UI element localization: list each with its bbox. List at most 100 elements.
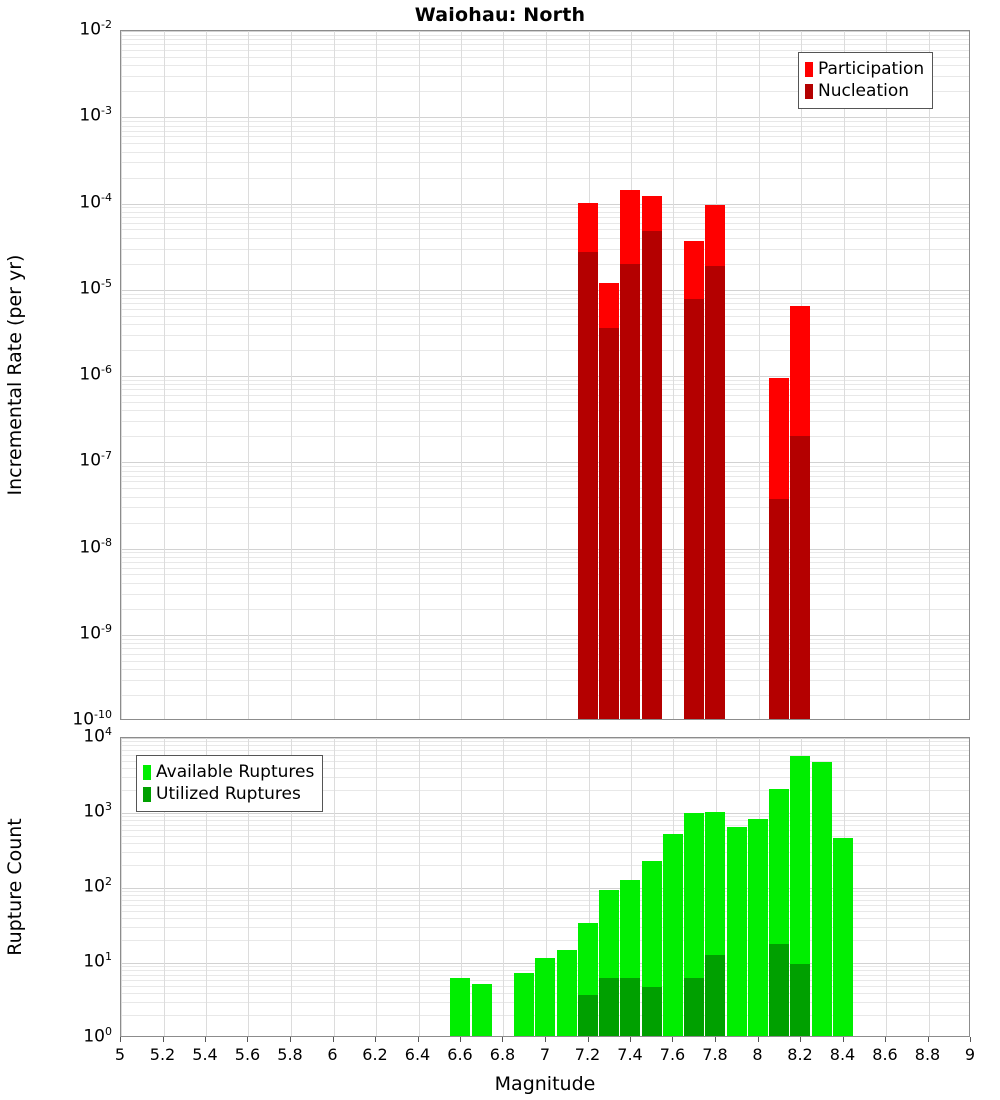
bar-available-ruptures-6.9 xyxy=(514,972,534,1036)
legend-label: Participation xyxy=(818,58,925,79)
x-tick-mark xyxy=(970,1037,971,1042)
bottom-y-axis-label: Rupture Count xyxy=(4,818,26,956)
x-tick-mark xyxy=(290,1037,291,1042)
bar-available-ruptures-7.1 xyxy=(557,950,577,1036)
bottom-legend: Available Ruptures Utilized Ruptures xyxy=(136,755,324,812)
y-tick-label: 10-8 xyxy=(79,535,112,558)
x-tick-label: 9 xyxy=(964,1045,976,1064)
legend-label: Nucleation xyxy=(818,80,910,101)
x-tick-mark xyxy=(672,1037,673,1042)
x-tick-label: 6 xyxy=(327,1045,338,1064)
bar-utilized-ruptures-7.5 xyxy=(642,987,662,1036)
x-tick-label: 7.8 xyxy=(702,1045,728,1064)
x-tick-label: 6.2 xyxy=(362,1045,388,1064)
y-tick-label: 103 xyxy=(83,800,112,822)
page-title: Waiohau: North xyxy=(414,4,586,26)
y-tick-label: 10-7 xyxy=(79,449,112,471)
y-tick-label: 10-5 xyxy=(79,276,112,299)
bar-nucleation-7.4 xyxy=(620,263,640,719)
y-tick-label: 10-6 xyxy=(79,363,112,385)
legend-item: Participation xyxy=(805,58,924,80)
y-tick-label: 102 xyxy=(83,875,112,897)
x-tick-mark xyxy=(247,1037,248,1042)
bar-utilized-ruptures-7.8 xyxy=(705,955,725,1036)
bar-nucleation-7.7 xyxy=(684,298,704,719)
incremental-rate-plot xyxy=(120,30,970,720)
top-legend: Participation Nucleation xyxy=(798,52,934,109)
x-tick-label: 7.6 xyxy=(659,1045,686,1064)
x-tick-label: 7.4 xyxy=(617,1045,643,1064)
bar-available-ruptures-6.6 xyxy=(450,977,470,1036)
x-tick-mark xyxy=(885,1037,886,1042)
bar-nucleation-7.3 xyxy=(599,328,619,719)
bar-utilized-ruptures-8.2 xyxy=(790,964,810,1036)
legend-item: Utilized Ruptures xyxy=(143,783,314,805)
bar-nucleation-8.2 xyxy=(790,436,810,719)
x-tick-mark xyxy=(630,1037,631,1042)
legend-swatch-icon xyxy=(143,786,151,802)
x-tick-label: 8.2 xyxy=(787,1045,813,1064)
y-tick-label: 10-2 xyxy=(79,18,112,40)
x-tick-mark xyxy=(333,1037,334,1042)
x-tick-mark xyxy=(588,1037,589,1042)
x-tick-mark xyxy=(460,1037,461,1042)
legend-swatch-icon xyxy=(143,764,151,780)
x-tick-mark xyxy=(205,1037,206,1042)
x-tick-mark xyxy=(928,1037,929,1042)
x-tick-mark xyxy=(545,1037,546,1042)
bar-utilized-ruptures-7.4 xyxy=(620,977,640,1036)
x-tick-mark xyxy=(163,1037,164,1042)
x-tick-label: 5.4 xyxy=(192,1045,218,1064)
x-tick-mark xyxy=(120,1037,121,1042)
x-tick-label: 5.8 xyxy=(277,1045,303,1064)
x-tick-label: 8.8 xyxy=(914,1045,941,1064)
legend-item: Available Ruptures xyxy=(143,761,314,783)
y-tick-label: 10-10 xyxy=(72,708,112,730)
y-tick-label: 10-4 xyxy=(79,190,112,213)
bar-utilized-ruptures-7.7 xyxy=(684,977,704,1036)
bar-nucleation-7.2 xyxy=(578,251,598,719)
x-tick-label: 5.2 xyxy=(149,1045,176,1064)
x-tick-label: 7 xyxy=(539,1045,551,1064)
bar-available-ruptures-8.3 xyxy=(812,762,832,1036)
legend-swatch-icon xyxy=(805,61,813,77)
y-tick-label: 10-9 xyxy=(79,621,112,644)
bar-nucleation-8.1 xyxy=(769,498,789,719)
x-tick-mark xyxy=(800,1037,801,1042)
x-tick-label: 6.8 xyxy=(489,1045,516,1064)
bar-nucleation-7.8 xyxy=(705,265,725,719)
legend-item: Nucleation xyxy=(805,80,924,102)
y-tick-label: 100 xyxy=(83,1025,112,1047)
x-tick-label: 5.6 xyxy=(234,1045,261,1064)
x-tick-label: 8.6 xyxy=(872,1045,898,1064)
y-tick-label: 104 xyxy=(83,725,112,747)
bar-available-ruptures-6.7 xyxy=(472,983,492,1036)
bar-utilized-ruptures-7.3 xyxy=(599,977,619,1036)
top-y-axis-label: Incremental Rate (per yr) xyxy=(4,254,26,496)
legend-label: Utilized Ruptures xyxy=(156,783,301,804)
bar-available-ruptures-7.9 xyxy=(727,826,747,1036)
x-tick-label: 7.2 xyxy=(574,1045,601,1064)
x-tick-label: 5 xyxy=(114,1045,126,1064)
x-tick-label: 8.4 xyxy=(829,1045,856,1064)
y-tick-label: 10-3 xyxy=(79,104,112,126)
bar-available-ruptures-8.4 xyxy=(833,837,853,1036)
legend-swatch-icon xyxy=(805,83,813,99)
legend-label: Available Ruptures xyxy=(156,761,315,782)
bar-available-ruptures-8 xyxy=(748,819,768,1036)
bar-available-ruptures-7 xyxy=(535,957,555,1036)
x-axis-label: Magnitude xyxy=(494,1073,596,1095)
bar-utilized-ruptures-7.2 xyxy=(578,995,598,1036)
y-tick-label: 101 xyxy=(83,950,112,972)
bar-available-ruptures-7.6 xyxy=(663,834,683,1036)
x-tick-mark xyxy=(715,1037,716,1042)
bar-utilized-ruptures-8.1 xyxy=(769,943,789,1036)
x-tick-mark xyxy=(375,1037,376,1042)
x-tick-label: 6.6 xyxy=(447,1045,473,1064)
x-tick-mark xyxy=(843,1037,844,1042)
x-tick-mark xyxy=(758,1037,759,1042)
x-tick-mark xyxy=(418,1037,419,1042)
x-tick-mark xyxy=(502,1037,503,1042)
x-tick-label: 6.4 xyxy=(404,1045,431,1064)
